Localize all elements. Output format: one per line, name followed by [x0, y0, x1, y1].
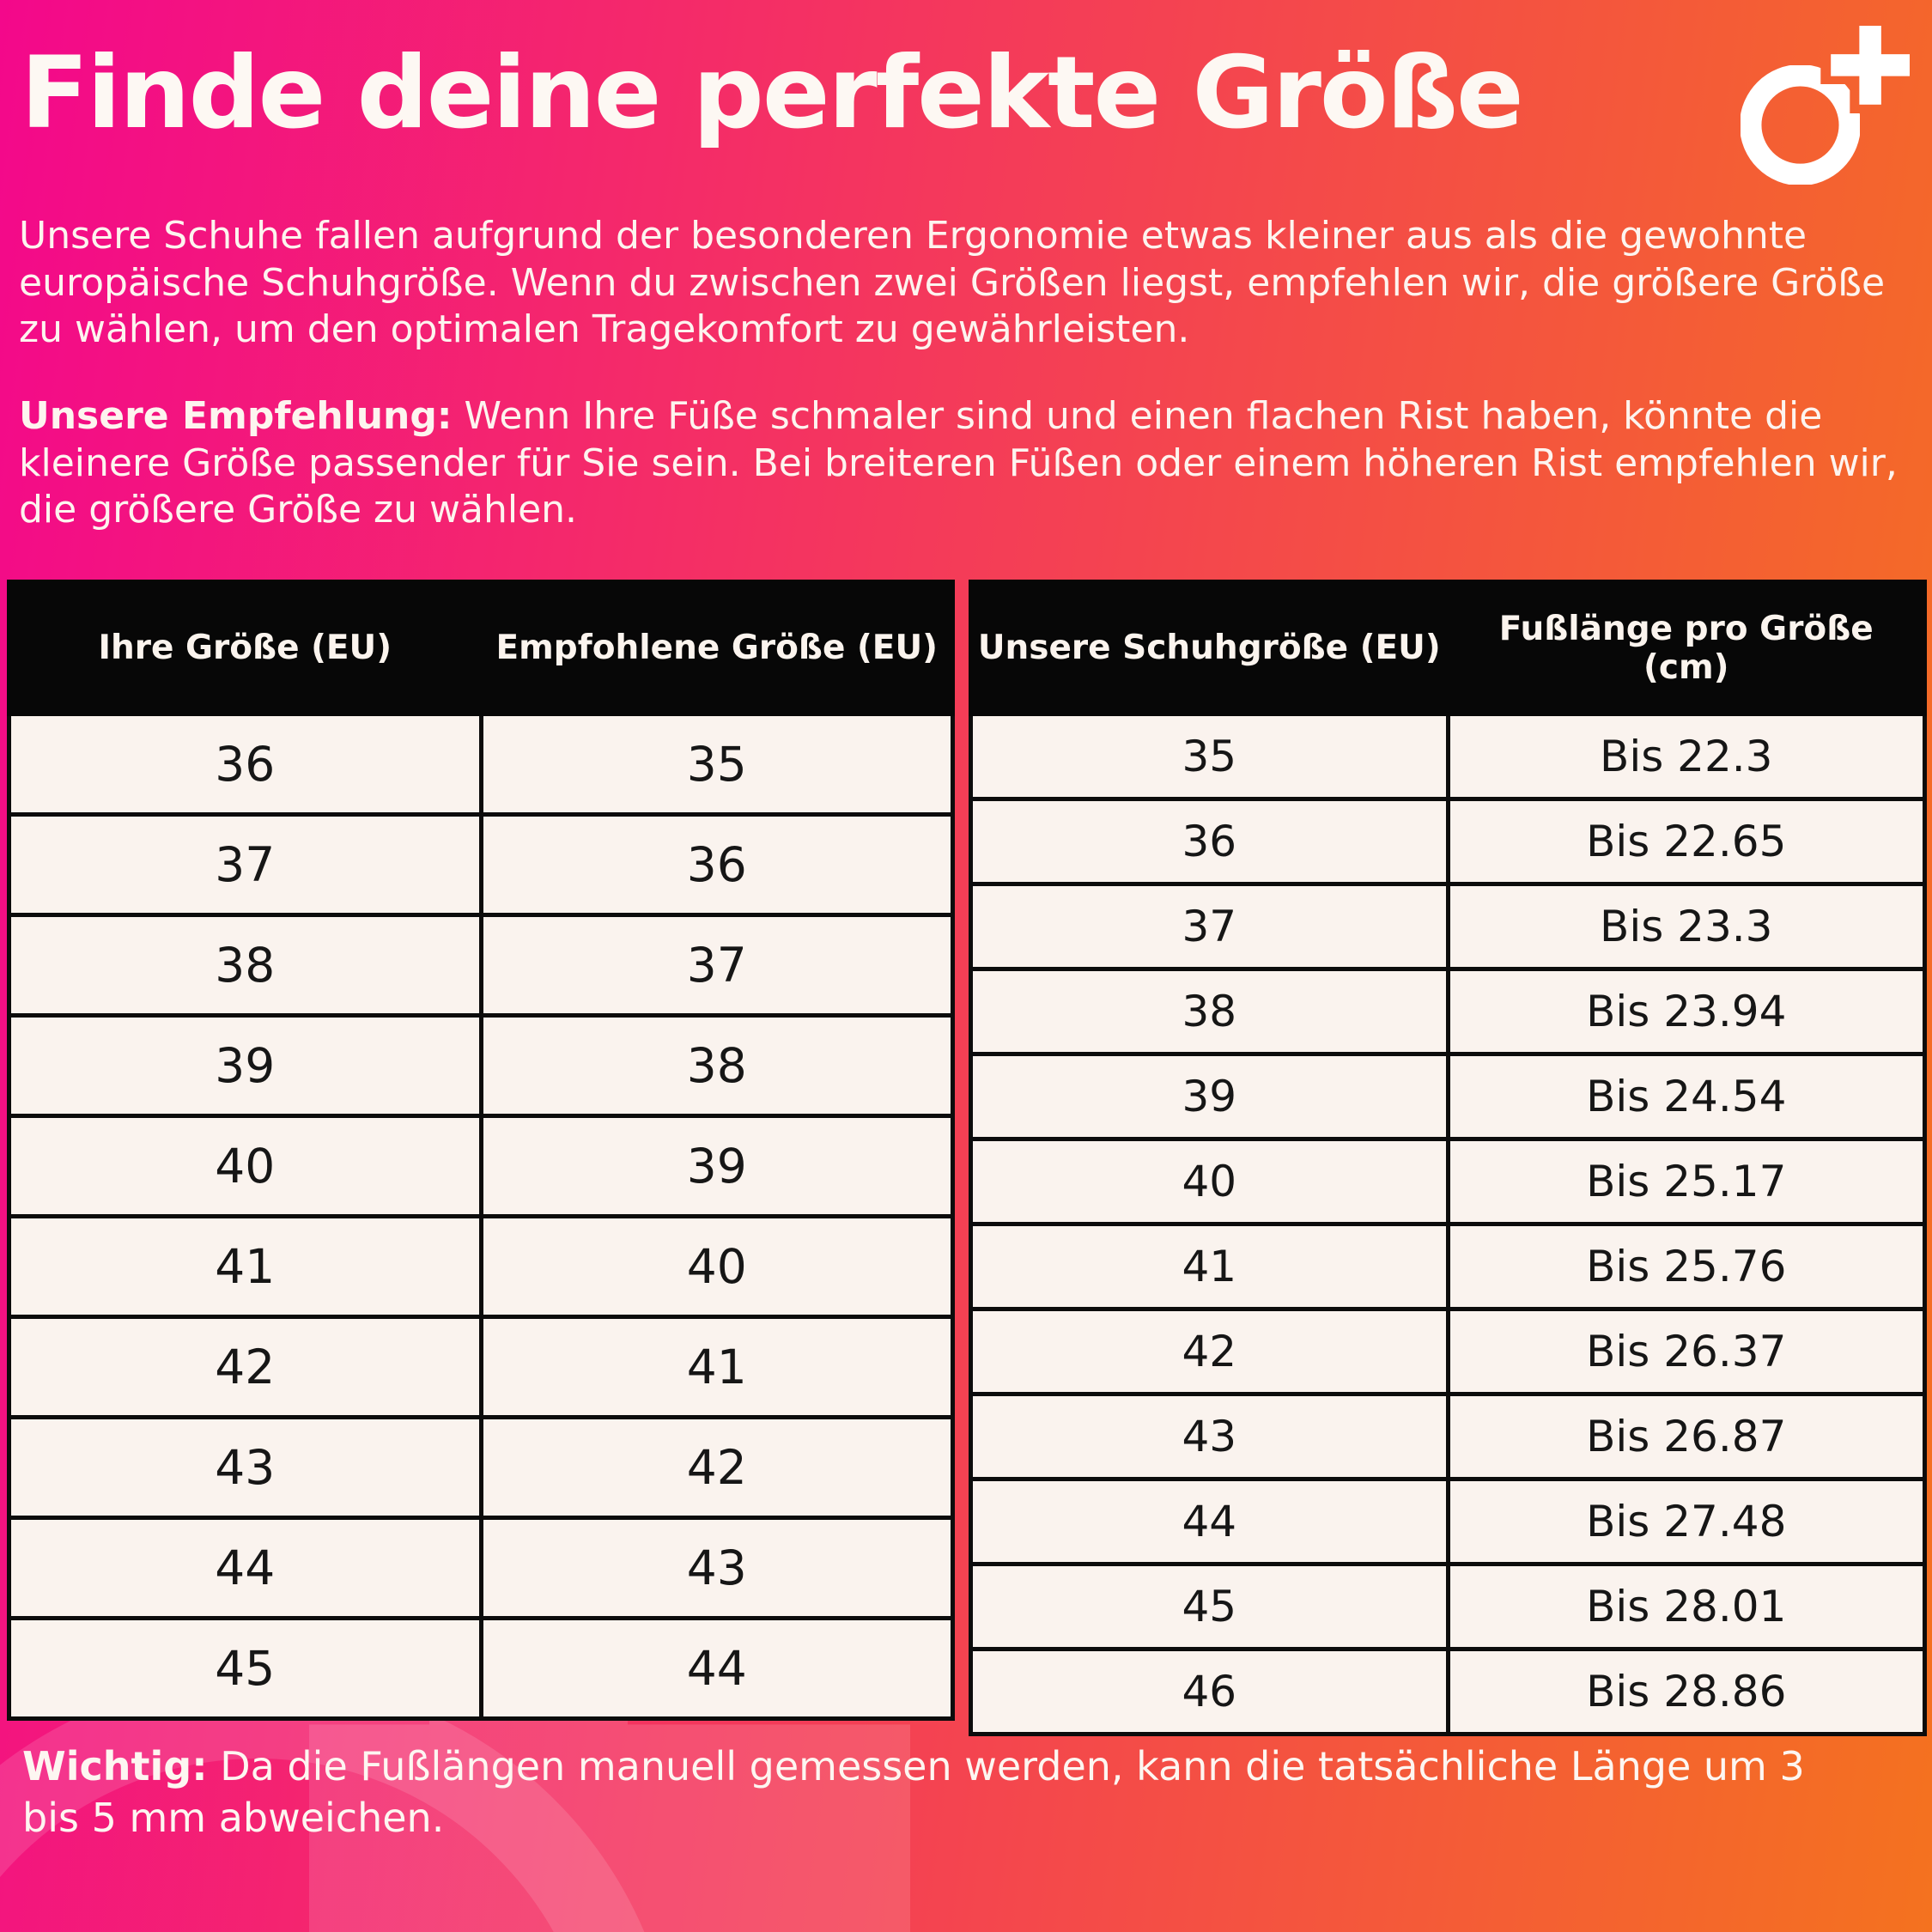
table-cell: 42 [969, 1307, 1450, 1396]
table-row: 44 Bis 27.48 [969, 1477, 1927, 1566]
table-row: 42 Bis 26.37 [969, 1307, 1927, 1396]
table-header-row: Unsere Schuhgröße (EU) Fußlänge pro Größ… [969, 580, 1927, 716]
foot-length-table: Unsere Schuhgröße (EU) Fußlänge pro Größ… [969, 580, 1927, 1736]
table-cell: 35 [478, 712, 955, 817]
table-cell: 43 [7, 1415, 483, 1520]
table-cell: 38 [478, 1013, 955, 1118]
table-row: 44 43 [7, 1516, 955, 1620]
table-cell: Bis 27.48 [1445, 1477, 1927, 1566]
table-row: 36 35 [7, 712, 955, 817]
table-cell: 39 [7, 1013, 483, 1118]
table-cell: 45 [969, 1562, 1450, 1651]
table-cell: Bis 26.37 [1445, 1307, 1927, 1396]
table-row: 37 36 [7, 812, 955, 917]
table-cell: 43 [478, 1516, 955, 1620]
footer-text: Da die Fußlängen manuell gemessen werden… [22, 1743, 1805, 1841]
table-cell: 39 [969, 1052, 1450, 1141]
table-row: 36 Bis 22.65 [969, 797, 1927, 886]
table-row: 42 41 [7, 1315, 955, 1419]
table-row: 45 44 [7, 1616, 955, 1721]
column-header-your-size: Ihre Größe (EU) [7, 580, 483, 716]
table-row: 39 Bis 24.54 [969, 1052, 1927, 1141]
table-cell: Bis 24.54 [1445, 1052, 1927, 1141]
table-cell: 38 [969, 967, 1450, 1056]
brand-circle-plus-icon [1735, 26, 1910, 201]
table-cell: 44 [969, 1477, 1450, 1566]
table-row: 43 Bis 26.87 [969, 1392, 1927, 1481]
table-cell: 37 [7, 812, 483, 917]
intro-paragraph: Unsere Schuhe fallen aufgrund der besond… [19, 214, 1886, 352]
table-cell: Bis 28.01 [1445, 1562, 1927, 1651]
column-header-foot-length: Fußlänge pro Größe (cm) [1445, 580, 1927, 716]
table-cell: Bis 23.3 [1445, 882, 1927, 971]
table-cell: 36 [7, 712, 483, 817]
table-cell: Bis 25.17 [1445, 1137, 1927, 1226]
table-cell: 37 [969, 882, 1450, 971]
table-cell: Bis 26.87 [1445, 1392, 1927, 1481]
table-cell: Bis 28.86 [1445, 1647, 1927, 1736]
footer-label: Wichtig: [22, 1743, 208, 1789]
recommendation-label: Unsere Empfehlung: [19, 394, 453, 438]
table-cell: 42 [7, 1315, 483, 1419]
table-cell: 37 [478, 913, 955, 1018]
table-row: 41 Bis 25.76 [969, 1222, 1927, 1311]
table-cell: Bis 22.3 [1445, 712, 1927, 801]
table-row: 46 Bis 28.86 [969, 1647, 1927, 1736]
page-title: Finde deine perfekte Größe [21, 35, 1524, 151]
table-cell: 41 [969, 1222, 1450, 1311]
table-row: 40 39 [7, 1114, 955, 1218]
table-cell: Bis 25.76 [1445, 1222, 1927, 1311]
table-cell: 42 [478, 1415, 955, 1520]
table-cell: 40 [969, 1137, 1450, 1226]
table-cell: Bis 22.65 [1445, 797, 1927, 886]
table-row: 35 Bis 22.3 [969, 712, 1927, 801]
table-cell: 41 [478, 1315, 955, 1419]
table-cell: 38 [7, 913, 483, 1018]
table-cell: 40 [7, 1114, 483, 1218]
table-cell: 45 [7, 1616, 483, 1721]
table-cell: Bis 23.94 [1445, 967, 1927, 1056]
table-cell: 36 [969, 797, 1450, 886]
column-header-our-shoe-size: Unsere Schuhgröße (EU) [969, 580, 1450, 716]
table-cell: 46 [969, 1647, 1450, 1736]
table-cell: 36 [478, 812, 955, 917]
table-cell: 40 [478, 1214, 955, 1319]
size-conversion-table: Ihre Größe (EU) Empfohlene Größe (EU) 36… [7, 580, 955, 1721]
table-row: 45 Bis 28.01 [969, 1562, 1927, 1651]
table-row: 41 40 [7, 1214, 955, 1319]
table-row: 40 Bis 25.17 [969, 1137, 1927, 1226]
table-row: 43 42 [7, 1415, 955, 1520]
footer-note: Wichtig: Da die Fußlängen manuell gemess… [22, 1741, 1843, 1844]
table-cell: 44 [7, 1516, 483, 1620]
table-row: 37 Bis 23.3 [969, 882, 1927, 971]
table-cell: 39 [478, 1114, 955, 1218]
table-cell: 44 [478, 1616, 955, 1721]
table-row: 38 37 [7, 913, 955, 1018]
table-header-row: Ihre Größe (EU) Empfohlene Größe (EU) [7, 580, 955, 716]
recommendation-text: Wenn Ihre Füße schmaler sind und einen f… [19, 394, 1898, 532]
table-cell: 43 [969, 1392, 1450, 1481]
table-row: 39 38 [7, 1013, 955, 1118]
table-cell: 35 [969, 712, 1450, 801]
table-cell: 41 [7, 1214, 483, 1319]
table-row: 38 Bis 23.94 [969, 967, 1927, 1056]
column-header-recommended-size: Empfohlene Größe (EU) [478, 580, 955, 716]
recommendation-paragraph: Unsere Empfehlung: Wenn Ihre Füße schmal… [19, 393, 1917, 534]
